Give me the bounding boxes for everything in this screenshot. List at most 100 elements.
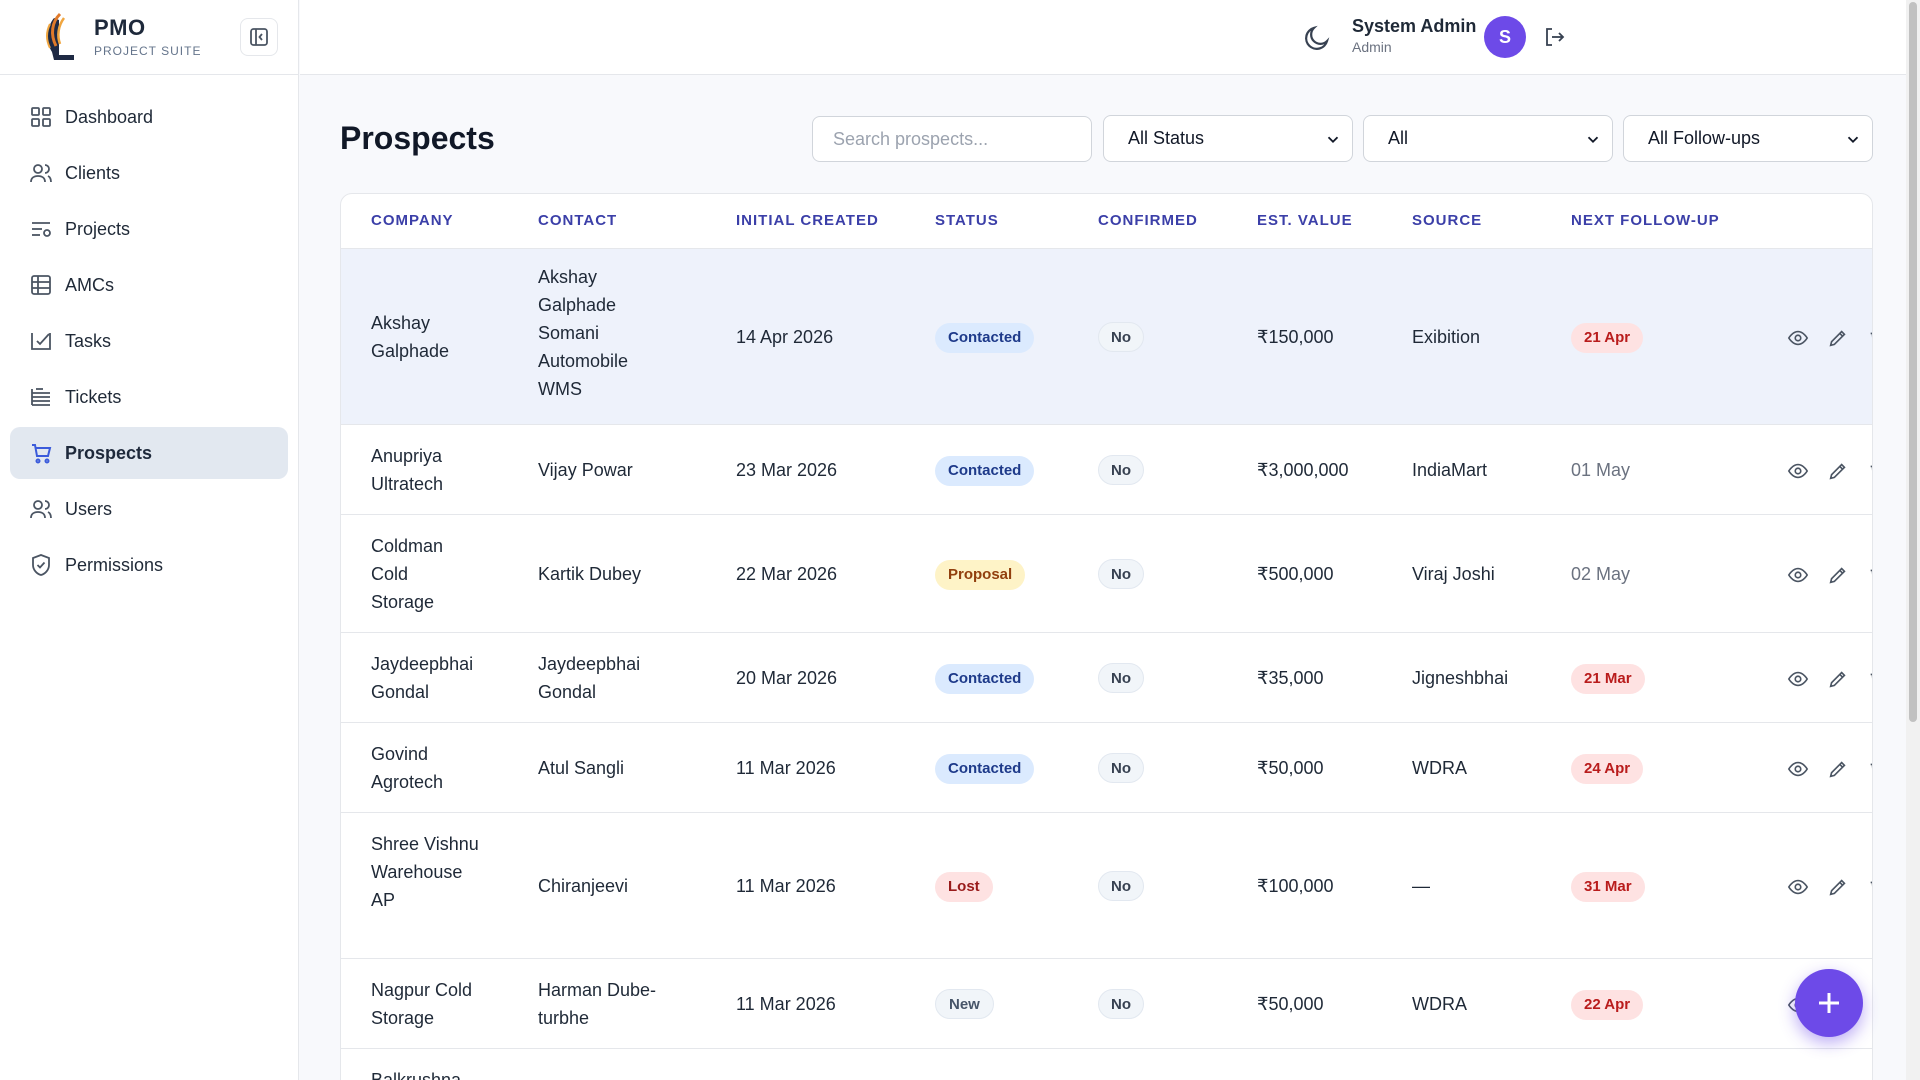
followup-badge: 21 Mar bbox=[1571, 664, 1645, 694]
followup-badge: 24 Apr bbox=[1571, 754, 1644, 784]
col-next-followup[interactable]: NEXT FOLLOW-UP bbox=[1571, 212, 1720, 229]
sidebar-item-users[interactable]: Users bbox=[10, 483, 288, 535]
table-row[interactable]: Jaydeepbhai Gondal Jaydeepbhai Gondal 20… bbox=[341, 633, 1873, 723]
sidebar-item-label: Tasks bbox=[65, 330, 112, 351]
col-confirmed[interactable]: CONFIRMED bbox=[1098, 212, 1198, 229]
type-filter-value: All bbox=[1388, 128, 1409, 148]
sidebar-item-amcs[interactable]: AMCs bbox=[10, 259, 288, 311]
confirmed-badge: No bbox=[1098, 871, 1144, 901]
value-cell: ₹100,000 bbox=[1257, 876, 1334, 896]
created-cell: 20 Mar 2026 bbox=[736, 668, 838, 688]
status-badge: New bbox=[935, 989, 994, 1019]
status-badge: Lost bbox=[935, 872, 993, 902]
confirmed-badge: No bbox=[1098, 753, 1144, 783]
sidebar-item-tasks[interactable]: Tasks bbox=[10, 315, 288, 367]
sidebar-collapse-button[interactable] bbox=[240, 18, 278, 56]
edit-icon[interactable] bbox=[1827, 460, 1849, 482]
col-status[interactable]: STATUS bbox=[935, 212, 999, 229]
value-cell: ₹50,000 bbox=[1257, 758, 1324, 778]
created-cell: 11 Mar 2026 bbox=[736, 758, 836, 778]
value-cell: ₹50,000 bbox=[1257, 994, 1324, 1014]
created-cell: 14 Apr 2026 bbox=[736, 327, 834, 347]
table-row[interactable]: Govind Agrotech Atul Sangli 11 Mar 2026 … bbox=[341, 723, 1873, 813]
confirmed-badge: No bbox=[1098, 322, 1144, 352]
eye-icon[interactable] bbox=[1787, 668, 1809, 690]
sidebar-item-label: Dashboard bbox=[65, 106, 154, 127]
company-cell: Anupriya Ultratech bbox=[371, 446, 444, 494]
table-row[interactable]: Coldman Cold Storage Kartik Dubey 22 Mar… bbox=[341, 515, 1873, 633]
logout-icon[interactable] bbox=[1542, 25, 1566, 49]
cart-icon bbox=[32, 444, 52, 464]
created-cell: 23 Mar 2026 bbox=[736, 460, 838, 480]
sidebar: PMO PROJECT SUITE Dashboard Clients Proj… bbox=[0, 0, 299, 1080]
type-filter-select[interactable]: All bbox=[1363, 115, 1613, 162]
avatar[interactable]: S bbox=[1484, 16, 1526, 58]
col-contact[interactable]: CONTACT bbox=[538, 212, 618, 229]
source-cell: Jigneshbhai bbox=[1412, 668, 1509, 688]
followup-date: 02 May bbox=[1571, 564, 1631, 584]
brand: PMO PROJECT SUITE bbox=[0, 0, 298, 75]
user-role: Admin bbox=[1352, 39, 1392, 55]
edit-icon[interactable] bbox=[1827, 668, 1849, 690]
row-actions bbox=[1787, 327, 1873, 354]
followup-date: 01 May bbox=[1571, 460, 1631, 480]
brand-subtitle: PROJECT SUITE bbox=[94, 44, 202, 58]
contact-cell: Jaydeepbhai Gondal bbox=[538, 654, 641, 702]
contact-cell: Chiranjeevi bbox=[538, 876, 629, 896]
edit-icon[interactable] bbox=[1827, 876, 1849, 898]
scrollbar-thumb[interactable] bbox=[1909, 2, 1917, 722]
trash-icon[interactable] bbox=[1867, 327, 1873, 349]
eye-icon[interactable] bbox=[1787, 876, 1809, 898]
source-cell: WDRA bbox=[1412, 758, 1467, 778]
shield-icon bbox=[32, 554, 50, 576]
trash-icon[interactable] bbox=[1867, 564, 1873, 586]
add-prospect-button[interactable] bbox=[1795, 969, 1863, 1037]
edit-icon[interactable] bbox=[1827, 564, 1849, 586]
trash-icon[interactable] bbox=[1867, 668, 1873, 690]
sidebar-item-label: Permissions bbox=[65, 554, 164, 575]
confirmed-badge: No bbox=[1098, 989, 1144, 1019]
sidebar-item-label: Users bbox=[65, 498, 113, 519]
col-source[interactable]: SOURCE bbox=[1412, 212, 1483, 229]
sidebar-item-clients[interactable]: Clients bbox=[10, 147, 288, 199]
edit-icon[interactable] bbox=[1827, 327, 1849, 349]
sidebar-item-label: Tickets bbox=[65, 386, 122, 407]
eye-icon[interactable] bbox=[1787, 327, 1809, 349]
eye-icon[interactable] bbox=[1787, 460, 1809, 482]
search-input[interactable] bbox=[812, 116, 1092, 162]
sidebar-item-label: Projects bbox=[65, 218, 131, 239]
sidebar-item-dashboard[interactable]: Dashboard bbox=[10, 91, 288, 143]
table-row[interactable]: Nagpur Cold Storage Harman Dube-turbhe 1… bbox=[341, 959, 1872, 1049]
followup-filter-select[interactable]: All Follow-ups bbox=[1623, 115, 1873, 162]
company-cell: Shree Vishnu Warehouse AP bbox=[371, 834, 479, 910]
page-scrollbar[interactable] bbox=[1906, 0, 1920, 1080]
users-icon bbox=[30, 164, 52, 183]
sidebar-item-projects[interactable]: Projects bbox=[10, 203, 288, 255]
moon-icon[interactable] bbox=[1302, 23, 1332, 53]
col-created[interactable]: INITIAL CREATED bbox=[736, 212, 879, 229]
status-badge: Contacted bbox=[935, 456, 1035, 486]
trash-icon[interactable] bbox=[1867, 758, 1873, 780]
table-row[interactable]: Shree Vishnu Warehouse AP Chiranjeevi 11… bbox=[341, 813, 1873, 959]
edit-icon[interactable] bbox=[1827, 758, 1849, 780]
table-row[interactable]: Balkrushna bbox=[341, 1049, 1872, 1080]
row-actions bbox=[1787, 460, 1873, 487]
projects-icon bbox=[32, 222, 51, 237]
sidebar-item-prospects[interactable]: Prospects bbox=[10, 427, 288, 479]
source-cell: WDRA bbox=[1412, 994, 1467, 1014]
eye-icon[interactable] bbox=[1787, 564, 1809, 586]
table-row[interactable]: Anupriya Ultratech Vijay Powar 23 Mar 20… bbox=[341, 425, 1873, 515]
chevron-down-icon bbox=[1847, 136, 1859, 143]
trash-icon[interactable] bbox=[1867, 876, 1873, 898]
source-cell: Viraj Joshi bbox=[1412, 564, 1495, 584]
trash-icon[interactable] bbox=[1867, 460, 1873, 482]
row-actions bbox=[1787, 758, 1873, 785]
table-row[interactable]: Akshay Galphade Akshay Galphade Somani A… bbox=[341, 249, 1873, 425]
contact-cell: Atul Sangli bbox=[538, 758, 625, 778]
sidebar-item-tickets[interactable]: Tickets bbox=[10, 371, 288, 423]
col-value[interactable]: EST. VALUE bbox=[1257, 212, 1353, 229]
eye-icon[interactable] bbox=[1787, 758, 1809, 780]
status-filter-select[interactable]: All Status bbox=[1103, 115, 1353, 162]
sidebar-item-permissions[interactable]: Permissions bbox=[10, 539, 288, 591]
col-company[interactable]: COMPANY bbox=[371, 212, 454, 229]
